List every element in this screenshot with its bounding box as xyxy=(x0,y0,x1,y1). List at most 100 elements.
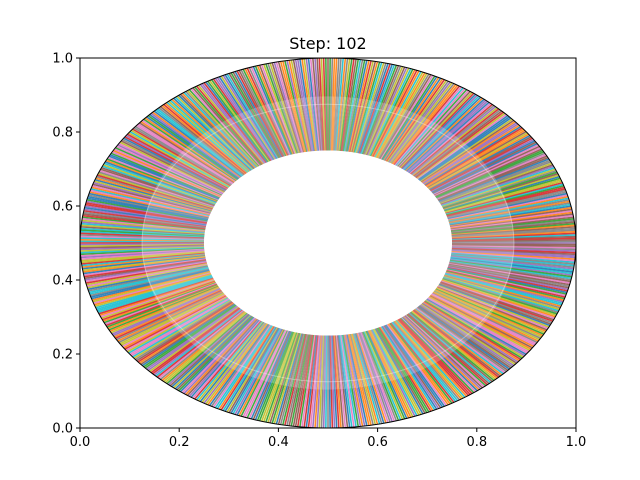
ray-line xyxy=(171,314,251,388)
ray-line xyxy=(443,177,561,212)
ray-line xyxy=(385,79,446,162)
ray-line xyxy=(380,326,436,411)
ray-line xyxy=(441,278,557,317)
ray-line xyxy=(159,105,245,176)
ray-line xyxy=(113,148,222,197)
ray-line xyxy=(361,331,398,422)
ray-line xyxy=(392,84,459,165)
ray-line xyxy=(80,246,205,252)
ray-line xyxy=(357,63,389,154)
ray-line xyxy=(197,321,264,402)
ray-line xyxy=(400,92,475,169)
ray-line xyxy=(440,164,554,205)
ray-line xyxy=(355,62,385,154)
ray-line xyxy=(301,334,316,428)
ray-line xyxy=(364,330,404,420)
ray-line xyxy=(86,199,208,223)
ray-line xyxy=(216,325,274,410)
ray-line xyxy=(356,62,387,154)
ray-line xyxy=(316,335,324,428)
ray-line xyxy=(338,335,351,428)
ray-line xyxy=(238,69,285,158)
ray-line xyxy=(92,183,211,215)
ray-line xyxy=(354,62,383,153)
ray-line xyxy=(81,221,205,234)
ray-line xyxy=(86,200,208,223)
ray-line xyxy=(205,323,268,405)
ray-line xyxy=(437,285,548,331)
ray-line xyxy=(150,112,241,179)
ray-line xyxy=(371,69,418,158)
ray-line xyxy=(448,202,571,224)
ray-line xyxy=(450,255,574,270)
ray-line xyxy=(117,291,224,342)
ray-line xyxy=(333,58,342,151)
ray-line xyxy=(80,243,205,248)
ray-line xyxy=(425,128,524,187)
ray-line xyxy=(143,118,237,182)
ray-line xyxy=(80,249,205,259)
ray-line xyxy=(260,64,296,155)
ray-line xyxy=(426,130,527,189)
ray-line xyxy=(99,169,215,208)
ray-line xyxy=(207,323,269,406)
ray-line xyxy=(391,83,457,165)
ray-line xyxy=(394,87,464,166)
ray-line xyxy=(234,71,283,158)
ray-line xyxy=(210,79,271,162)
ray-line xyxy=(85,262,208,284)
ray-line xyxy=(258,331,295,422)
ray-line xyxy=(81,224,205,235)
ray-line xyxy=(446,270,565,300)
ray-line xyxy=(101,279,215,320)
ray-line xyxy=(428,134,531,190)
ray-line xyxy=(423,125,522,186)
ray-line xyxy=(436,152,546,199)
ray-line xyxy=(450,218,574,232)
ray-line xyxy=(149,306,240,373)
ray-line xyxy=(218,76,275,161)
ray-line xyxy=(117,144,224,195)
ray-line xyxy=(448,199,570,223)
ray-line xyxy=(214,77,273,162)
ray-line xyxy=(119,141,225,194)
ray-line xyxy=(84,260,207,281)
ray-line xyxy=(433,289,541,340)
ray-line xyxy=(309,58,321,151)
ray-line xyxy=(284,60,308,153)
ray-line xyxy=(279,333,306,425)
ray-line xyxy=(443,276,559,312)
ray-line xyxy=(209,79,270,163)
ray-line xyxy=(164,312,248,384)
ray-line xyxy=(228,72,280,159)
ray-line xyxy=(94,180,212,213)
ray-line xyxy=(81,219,205,233)
ray-line xyxy=(423,300,522,361)
ray-line xyxy=(451,247,576,256)
ray-line xyxy=(451,224,575,235)
ray-line xyxy=(80,229,205,238)
ray-line xyxy=(109,286,220,333)
ray-line xyxy=(88,266,209,292)
ray-line xyxy=(100,168,215,207)
ray-line xyxy=(413,109,501,178)
ray-line xyxy=(296,59,314,152)
ray-line xyxy=(224,326,278,412)
ray-line xyxy=(451,251,575,262)
ray-line xyxy=(447,266,568,292)
ray-line xyxy=(116,145,223,196)
ray-line xyxy=(424,299,523,359)
ray-line xyxy=(149,113,240,180)
ray-line xyxy=(296,334,314,427)
ray-line xyxy=(446,268,566,297)
ray-line xyxy=(108,155,219,201)
ray-line xyxy=(179,316,255,393)
ray-line xyxy=(451,249,576,259)
ray-line xyxy=(106,158,218,202)
ray-line xyxy=(88,266,209,294)
ray-line xyxy=(422,301,519,363)
ray-line xyxy=(449,259,572,280)
ray-line xyxy=(420,119,515,183)
ray-line xyxy=(290,334,311,427)
ray-line xyxy=(438,158,550,202)
